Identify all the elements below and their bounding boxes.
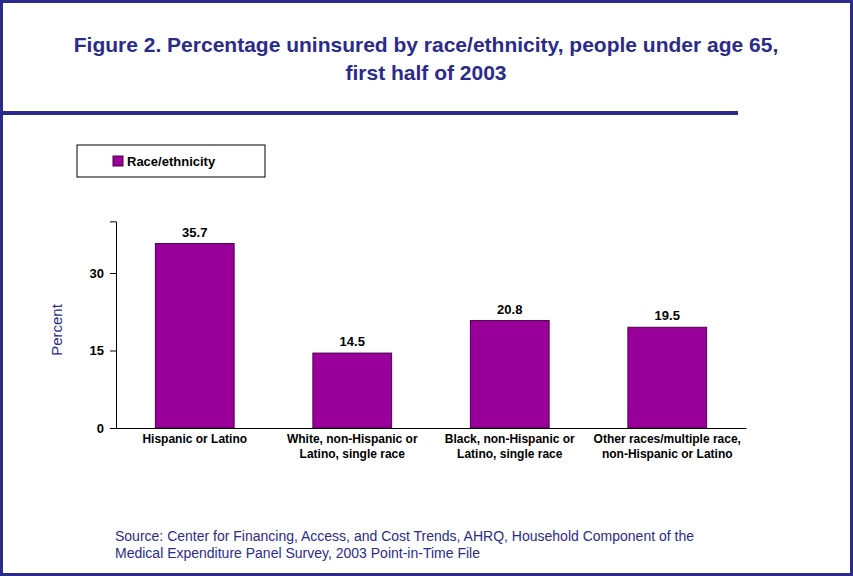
text-line: Latino, single race — [457, 447, 563, 461]
bar — [470, 321, 549, 428]
text-line: Black, non-Hispanic or — [445, 432, 575, 446]
y-tick: 15 — [90, 343, 116, 358]
x-axis-line — [117, 428, 747, 429]
legend-label: Race/ethnicity — [127, 154, 216, 169]
y-axis-title: Percent — [48, 303, 65, 356]
text-line: Figure 2. Percentage uninsured by race/e… — [74, 33, 778, 56]
text-line: White, non-Hispanic or — [287, 432, 418, 446]
data-label: 19.5 — [655, 308, 680, 323]
legend-swatch — [113, 156, 123, 166]
legend: Race/ethnicity — [77, 145, 265, 177]
legend-box — [77, 145, 265, 177]
x-tick: Black, non-Hispanic orLatino, single rac… — [445, 432, 575, 461]
x-tick-label: White, non-Hispanic orLatino, single rac… — [287, 432, 418, 461]
text-line: first half of 2003 — [345, 61, 506, 84]
bars — [155, 244, 706, 428]
x-axis: Hispanic or Latino White, non-Hispanic or… — [117, 429, 747, 462]
x-tick: White, non-Hispanic orLatino, single rac… — [287, 432, 418, 461]
x-tick-label: Hispanic or Latino — [142, 432, 247, 446]
text-line: non-Hispanic or Latino — [602, 447, 733, 461]
title-rule — [2, 111, 738, 115]
source: Source: Center for Financing, Access, an… — [115, 528, 694, 561]
x-tick: Other races/multiple race,non-Hispanic o… — [594, 432, 741, 461]
text-line: Other races/multiple race, — [594, 432, 741, 446]
bar — [313, 353, 392, 428]
text-line: Medical Expenditure Panel Survey, 2003 P… — [115, 545, 480, 561]
chart: Figure 2. Percentage uninsured by race/e… — [0, 0, 853, 576]
y-tick-label: 30 — [90, 266, 104, 281]
y-tick-label: 15 — [90, 343, 104, 358]
text-line: Source: Center for Financing, Access, an… — [115, 528, 694, 544]
y-tick: 0 — [97, 421, 116, 436]
y-tick-mark — [110, 428, 116, 429]
frame — [2, 2, 852, 575]
y-tick-mark — [110, 351, 116, 352]
x-tick: Hispanic or Latino — [142, 432, 247, 446]
y-tick-mark — [110, 273, 116, 274]
text-line: Hispanic or Latino — [142, 432, 247, 446]
y-axis: 0 15 30 — [90, 222, 117, 436]
x-tick-label: Black, non-Hispanic orLatino, single rac… — [445, 432, 575, 461]
data-label: 20.8 — [497, 302, 522, 317]
y-tick: 30 — [90, 266, 116, 281]
x-tick-label: Other races/multiple race,non-Hispanic o… — [594, 432, 741, 461]
bar — [628, 327, 707, 428]
y-axis-line — [110, 222, 117, 429]
bar — [155, 244, 234, 428]
title: Figure 2. Percentage uninsured by race/e… — [74, 33, 778, 84]
data-label: 14.5 — [340, 334, 365, 349]
text-line: Latino, single race — [300, 447, 406, 461]
data-label: 35.7 — [182, 225, 207, 240]
y-tick-label: 0 — [97, 421, 104, 436]
